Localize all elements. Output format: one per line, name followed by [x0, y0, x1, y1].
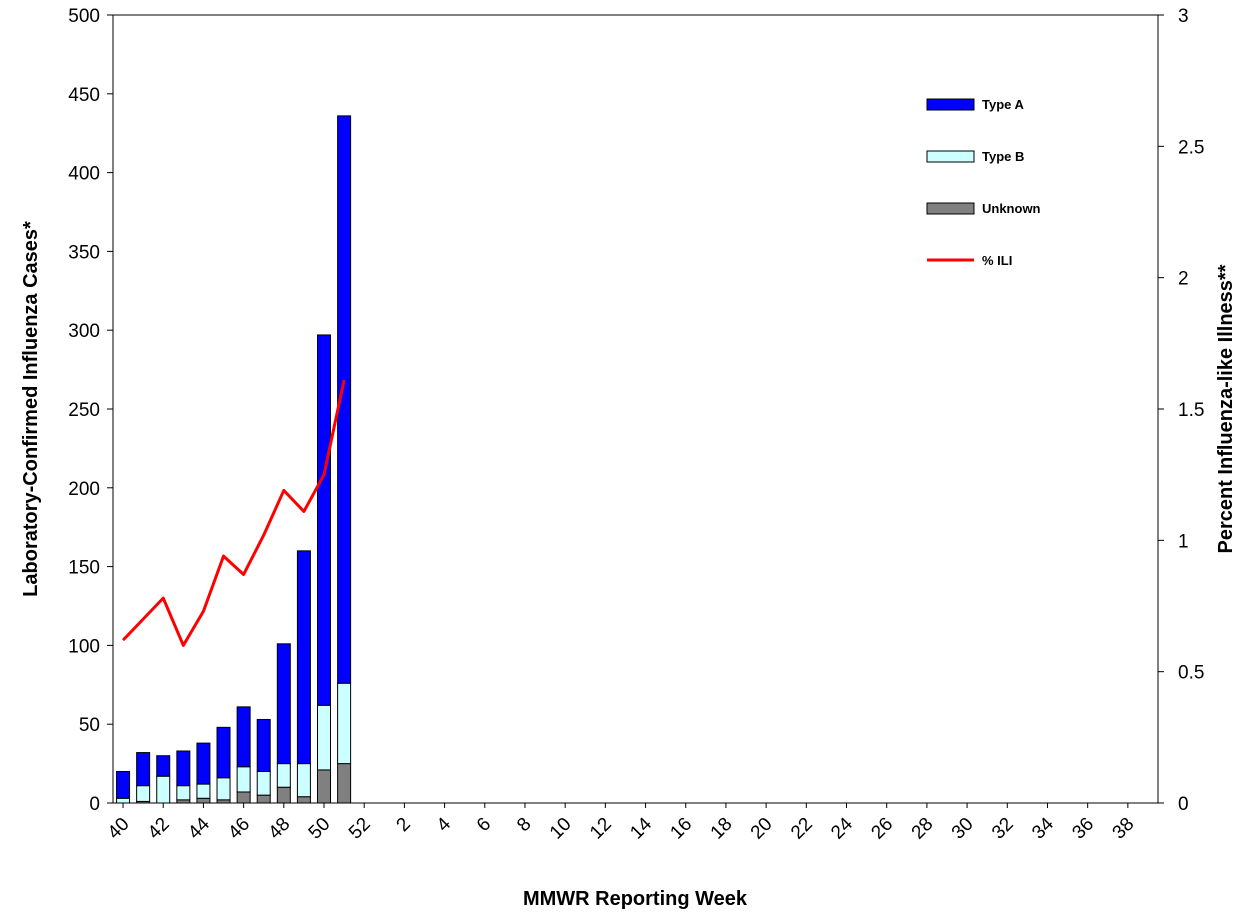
bar-type-a-week-50 — [317, 334, 332, 706]
bar-unknown-week-48 — [276, 786, 291, 804]
bar-type-a-week-48 — [276, 643, 291, 765]
y-axis-ticks: 0 50 100 150 200 250 300 350 400 450 500 — [68, 6, 113, 815]
bar-type-a-week-51 — [337, 115, 352, 684]
y2-tick-label: 3 — [1178, 6, 1189, 27]
y-axis-title: Laboratory-Confirmed Influenza Cases* — [20, 221, 42, 597]
bar-type-b-week-40 — [116, 797, 131, 804]
legend-label: Type B — [982, 149, 1024, 164]
y2-tick-label: 0 — [1178, 794, 1189, 815]
x-tick-label: 48 — [265, 814, 295, 844]
bar-unknown-week-49 — [296, 796, 311, 804]
x-tick-label: 2 — [393, 814, 415, 836]
x-tick-label: 46 — [224, 814, 254, 844]
x-tick-label: 6 — [473, 814, 495, 836]
x-tick-label: 24 — [827, 813, 857, 843]
y-tick-label: 350 — [68, 242, 100, 263]
y2-tick-label: 2 — [1178, 269, 1189, 290]
bar-unknown-week-47 — [256, 794, 271, 804]
bar-type-b-week-45 — [216, 777, 231, 801]
bar-type-b-week-50 — [317, 704, 332, 771]
x-tick-label: 12 — [586, 814, 616, 844]
bar-type-b-week-47 — [256, 770, 271, 796]
bar-type-a-week-43 — [176, 750, 191, 787]
bar-type-b-week-43 — [176, 785, 191, 801]
y-tick-label: 450 — [68, 85, 100, 106]
x-tick-label: 14 — [626, 813, 656, 843]
x-tick-label: 36 — [1068, 814, 1098, 844]
bar-type-b-week-42 — [156, 775, 171, 804]
legend-swatch — [926, 202, 975, 215]
x-tick-label: 42 — [144, 814, 174, 844]
x-tick-label: 28 — [908, 814, 938, 844]
legend-label: % ILI — [982, 253, 1012, 268]
y-tick-label: 500 — [68, 6, 100, 27]
bar-type-a-week-41 — [136, 752, 151, 787]
bar-type-a-week-40 — [116, 770, 131, 799]
x-tick-label: 44 — [184, 813, 214, 843]
y2-tick-label: 1 — [1178, 531, 1189, 552]
bar-type-a-week-49 — [296, 550, 311, 765]
x-tick-label: 16 — [666, 814, 696, 844]
y-tick-label: 250 — [68, 400, 100, 421]
y2-tick-label: 1.5 — [1178, 400, 1204, 421]
x-tick-label: 4 — [433, 813, 456, 836]
bar-type-a-week-44 — [196, 742, 211, 785]
x-tick-label: 26 — [867, 814, 897, 844]
legend-swatch — [926, 98, 975, 111]
y2-tick-label: 0.5 — [1178, 663, 1204, 684]
x-tick-label: 50 — [305, 814, 335, 844]
bar-unknown-week-51 — [337, 763, 352, 804]
bar-type-b-week-48 — [276, 763, 291, 788]
bar-type-a-week-47 — [256, 718, 271, 772]
legend: Type A Type B Unknown % ILI — [926, 97, 1041, 268]
y-tick-label: 400 — [68, 164, 100, 185]
bar-type-b-week-51 — [337, 682, 352, 765]
x-tick-label: 30 — [948, 814, 978, 844]
x-tick-label: 40 — [104, 814, 134, 844]
x-tick-label: 52 — [345, 814, 375, 844]
legend-swatch — [926, 150, 975, 163]
x-tick-label: 34 — [1028, 813, 1058, 843]
y-tick-label: 150 — [68, 558, 100, 579]
x-axis-title: MMWR Reporting Week — [523, 888, 748, 910]
x-tick-label: 20 — [747, 814, 777, 844]
ili-line-group — [121, 379, 346, 647]
x-tick-label: 18 — [707, 814, 737, 844]
y2-tick-label: 2.5 — [1178, 137, 1204, 158]
x-tick-label: 32 — [988, 814, 1018, 844]
y2-axis-ticks: 0 0.5 1 1.5 2 2.5 3 — [1158, 6, 1204, 815]
x-axis-ticks: 40 42 44 46 48 50 52 2 4 6 8 10 12 14 16 18 20 22 24 26 28 30… — [104, 803, 1139, 844]
bar-series-group — [116, 115, 352, 804]
x-tick-label: 22 — [787, 814, 817, 844]
bar-type-a-week-42 — [156, 755, 171, 777]
bar-type-b-week-46 — [236, 766, 251, 793]
x-tick-label: 38 — [1109, 814, 1139, 844]
legend-label: Unknown — [982, 201, 1041, 216]
x-tick-label: 8 — [513, 814, 535, 836]
bar-type-b-week-49 — [296, 763, 311, 798]
ili-series-line — [121, 379, 346, 647]
legend-label: Type A — [982, 97, 1025, 112]
bar-type-a-week-45 — [216, 726, 231, 779]
bar-unknown-week-44 — [196, 797, 211, 804]
bar-unknown-week-46 — [236, 791, 251, 804]
bar-type-a-week-46 — [236, 706, 251, 768]
y-tick-label: 300 — [68, 321, 100, 342]
bar-unknown-week-50 — [317, 769, 332, 804]
plot-frame — [112, 14, 1159, 804]
x-tick-label: 10 — [546, 814, 576, 844]
y-tick-label: 100 — [68, 636, 100, 657]
y-tick-label: 50 — [79, 715, 100, 736]
bar-type-b-week-44 — [196, 783, 211, 799]
bar-type-b-week-41 — [136, 785, 151, 802]
y2-axis-title: Percent Influenza-like Illness** — [1215, 264, 1237, 553]
y-tick-label: 0 — [89, 794, 100, 815]
y-tick-label: 200 — [68, 479, 100, 500]
